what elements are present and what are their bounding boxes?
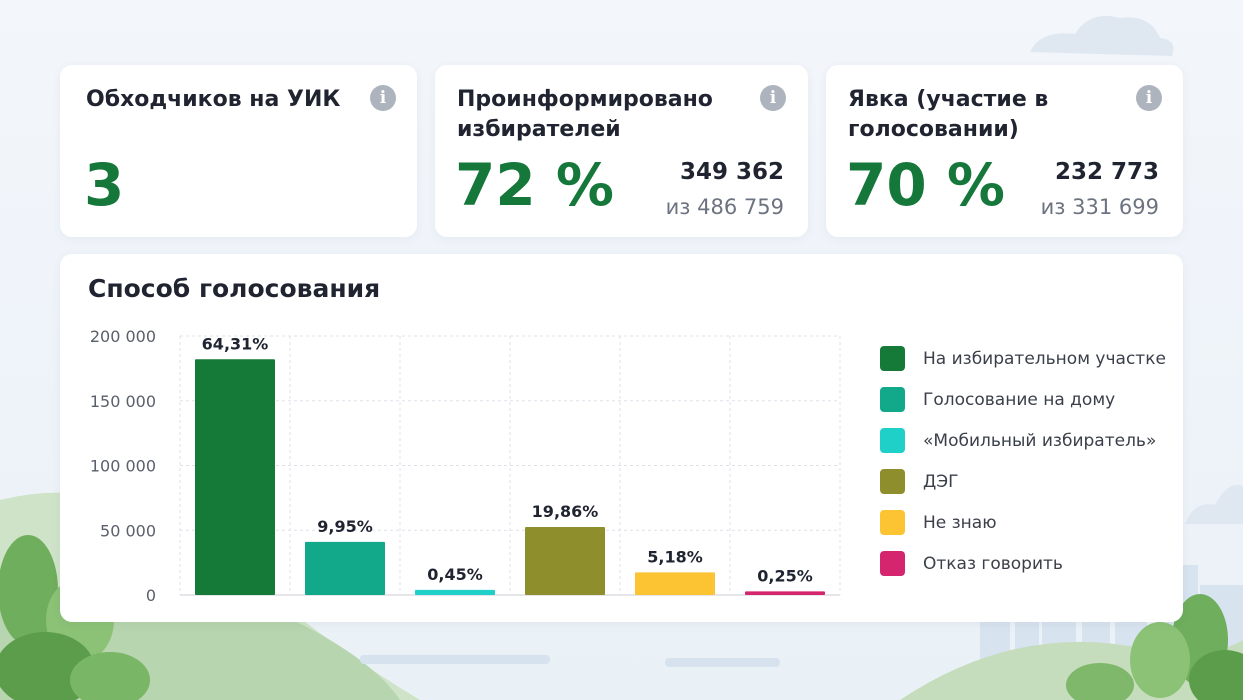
legend-label: Не знаю xyxy=(923,512,997,533)
info-icon[interactable]: i xyxy=(1136,85,1162,111)
legend-label: ДЭГ xyxy=(923,471,959,492)
informed-title: Проинформировано избирателей xyxy=(457,87,713,142)
turnout-card: Явка (участие в голосовании) i 70 % 232 … xyxy=(826,65,1183,237)
turnout-percent: 70 % xyxy=(846,151,1006,219)
legend-swatch xyxy=(880,428,905,453)
legend-swatch xyxy=(880,469,905,494)
y-tick-label: 200 000 xyxy=(90,327,156,346)
chart-legend: На избирательном участке Голосование на д… xyxy=(880,338,1166,584)
cloud-right xyxy=(1185,484,1243,524)
path-stripe-2 xyxy=(665,658,780,667)
legend-item: «Мобильный избиратель» xyxy=(880,420,1166,461)
legend-swatch xyxy=(880,551,905,576)
bar-data-label: 5,18% xyxy=(647,547,703,566)
bar xyxy=(525,527,605,595)
bar-data-label: 0,25% xyxy=(757,566,813,585)
legend-item: На избирательном участке xyxy=(880,338,1166,379)
informed-card: Проинформировано избирателей i 72 % 349 … xyxy=(435,65,808,237)
bar xyxy=(635,572,715,595)
walkers-value: 3 xyxy=(84,151,125,219)
legend-item: Отказ говорить xyxy=(880,543,1166,584)
bar xyxy=(305,541,385,595)
legend-label: Отказ говорить xyxy=(923,553,1063,574)
turnout-title: Явка (участие в голосовании) xyxy=(848,87,1049,142)
legend-swatch xyxy=(880,387,905,412)
y-tick-label: 150 000 xyxy=(90,392,156,411)
chart-title: Способ голосования xyxy=(88,274,381,303)
info-icon[interactable]: i xyxy=(370,85,396,111)
info-icon[interactable]: i xyxy=(760,85,786,111)
informed-count: 349 362 xyxy=(679,159,784,185)
y-tick-label: 0 xyxy=(146,586,156,605)
voting-method-card: Способ голосования 0 50 000 100 000 150 000… xyxy=(60,254,1183,622)
legend-item: ДЭГ xyxy=(880,461,1166,502)
turnout-count: 232 773 xyxy=(1054,159,1159,185)
voting-method-chart: 0 50 000 100 000 150 000 200 000 64,31% 9,95% 0… xyxy=(90,327,841,605)
bar xyxy=(415,589,495,595)
bar xyxy=(745,591,825,595)
turnout-of: из 331 699 xyxy=(1040,195,1159,219)
bar xyxy=(195,359,275,595)
y-tick-label: 100 000 xyxy=(90,457,156,476)
hill-right xyxy=(900,640,1243,700)
path-stripe-1 xyxy=(360,655,550,664)
informed-of: из 486 759 xyxy=(665,195,784,219)
legend-item: Голосование на дому xyxy=(880,379,1166,420)
walkers-card: Обходчиков на УИК i 3 xyxy=(60,65,417,237)
bar-data-label: 64,31% xyxy=(202,334,269,353)
legend-label: На избирательном участке xyxy=(923,348,1166,369)
y-tick-label: 50 000 xyxy=(100,521,156,540)
legend-swatch xyxy=(880,510,905,535)
legend-label: «Мобильный избиратель» xyxy=(923,430,1157,451)
informed-percent: 72 % xyxy=(455,151,615,219)
bar-data-label: 9,95% xyxy=(317,517,373,536)
legend-item: Не знаю xyxy=(880,502,1166,543)
bar-data-label: 19,86% xyxy=(532,502,599,521)
walkers-title: Обходчиков на УИК xyxy=(86,87,341,112)
bar-data-label: 0,45% xyxy=(427,565,483,584)
legend-swatch xyxy=(880,346,905,371)
legend-label: Голосование на дому xyxy=(923,389,1116,410)
cloud-top-right xyxy=(1030,16,1174,56)
